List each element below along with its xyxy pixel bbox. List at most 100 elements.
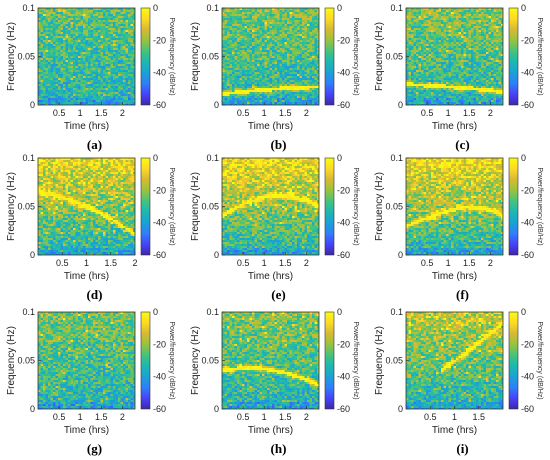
x-axis-label: Time (hrs): [432, 121, 477, 132]
colorbar: [140, 7, 151, 106]
heatmap-cells: [38, 312, 135, 409]
heatmap-cells: [38, 8, 135, 105]
spectrogram-panel-a: 0.5 1 1.5 2 0 0.05 0.1 Time (hrs) Frequency (Hz)…: [6, 3, 175, 152]
y-tick-label: 0.05: [385, 202, 403, 212]
y-tick-label: 0.05: [17, 52, 35, 62]
y-axis-label: Frequency (Hz): [6, 22, 17, 91]
x-axis-label: Time (hrs): [64, 121, 109, 132]
x-axis-label: Time (hrs): [248, 121, 293, 132]
colorbar-tick-label: 0: [521, 153, 526, 163]
colorbar-tick-label: -40: [153, 68, 166, 78]
y-tick-label: 0.1: [390, 307, 403, 317]
colorbar-tick-label: 0: [521, 3, 526, 13]
colorbar-label: Power/frequency (dB/Hz): [536, 321, 543, 399]
x-tick-label: 1: [452, 412, 457, 422]
colorbar-tick-label: -20: [521, 185, 534, 195]
x-tick-label: 2: [304, 412, 309, 422]
colorbar-tick-label: -20: [153, 35, 166, 45]
colorbar-label: Power/frequency (dB/Hz): [168, 17, 175, 95]
colorbar-tick-label: -60: [337, 404, 350, 414]
x-tick-label: 0.5: [421, 108, 434, 118]
x-tick-label: 1: [446, 258, 451, 268]
colorbar-tick-label: -60: [153, 100, 166, 110]
y-tick-label: 0: [30, 100, 35, 110]
y-tick-label: 0.05: [385, 52, 403, 62]
colorbar-tick-label: -20: [521, 339, 534, 349]
y-tick-label: 0: [214, 404, 219, 414]
x-tick-label: 1.5: [279, 108, 292, 118]
x-tick-label: 2: [304, 258, 309, 268]
x-axis-label: Time (hrs): [432, 425, 477, 436]
x-tick-label: 2: [132, 258, 137, 268]
x-tick-label: 0.5: [237, 412, 250, 422]
panel-caption: (c): [455, 137, 469, 152]
colorbar-tick-label: -40: [337, 68, 350, 78]
colorbar-tick-label: -60: [153, 404, 166, 414]
colorbar-tick-label: -60: [521, 100, 534, 110]
panel-caption: (b): [271, 137, 287, 152]
y-tick-label: 0.1: [206, 153, 219, 163]
panel-caption: (d): [87, 287, 103, 302]
spectrogram-panel-d: 0.5 1 1.5 2 0 0.05 0.1 Time (hrs) Frequency (Hz)…: [6, 153, 175, 302]
colorbar: [508, 7, 519, 106]
panel-caption: (f): [456, 287, 469, 302]
heatmap-cells: [406, 158, 503, 255]
y-tick-label: 0.05: [201, 356, 219, 366]
x-tick-label: 1: [78, 412, 83, 422]
spectrogram-panel-b: 0.5 1 1.5 2 0 0.05 0.1 Time (hrs) Frequency (Hz)…: [190, 3, 359, 152]
y-tick-label: 0: [398, 250, 403, 260]
colorbar-tick-label: 0: [337, 153, 342, 163]
colorbar: [324, 157, 335, 256]
spectrogram-panel-f: 0.5 1 1.5 2 0 0.05 0.1 Time (hrs) Frequency (Hz)…: [374, 153, 543, 302]
colorbar: [140, 157, 151, 256]
spectrogram-panel-h: 0.5 1 1.5 2 0 0.05 0.1 Time (hrs) Frequency (Hz)…: [190, 307, 359, 456]
colorbar-tick-label: -60: [337, 100, 350, 110]
colorbar-label: Power/frequency (dB/Hz): [352, 321, 359, 399]
colorbar-tick-label: -20: [337, 35, 350, 45]
colorbar: [324, 311, 335, 410]
y-axis-label: Frequency (Hz): [190, 172, 201, 241]
colorbar-tick-label: -40: [153, 372, 166, 382]
x-axis-label: Time (hrs): [432, 271, 477, 282]
colorbar-label: Power/frequency (dB/Hz): [352, 17, 359, 95]
x-tick-label: 1.5: [95, 412, 108, 422]
panel-caption: (i): [456, 441, 468, 456]
colorbar-tick-label: 0: [521, 307, 526, 317]
colorbar-tick-label: -40: [153, 218, 166, 228]
colorbar-tick-label: -20: [153, 185, 166, 195]
colorbar-tick-label: -20: [153, 339, 166, 349]
y-tick-label: 0.1: [22, 153, 35, 163]
colorbar-tick-label: 0: [337, 3, 342, 13]
x-axis-label: Time (hrs): [64, 425, 109, 436]
x-tick-label: 1.5: [472, 412, 485, 422]
colorbar-tick-label: -60: [337, 250, 350, 260]
x-tick-label: 1.5: [104, 258, 117, 268]
y-tick-label: 0.1: [206, 3, 219, 13]
colorbar-tick-label: -60: [153, 250, 166, 260]
y-tick-label: 0.05: [385, 356, 403, 366]
colorbar-tick-label: -40: [337, 218, 350, 228]
y-tick-label: 0.05: [201, 52, 219, 62]
x-axis-label: Time (hrs): [248, 271, 293, 282]
panel-caption: (g): [87, 441, 102, 456]
x-tick-label: 0.5: [53, 412, 66, 422]
colorbar-tick-label: 0: [153, 3, 158, 13]
heatmap-cells: [222, 158, 319, 255]
colorbar-tick-label: 0: [153, 307, 158, 317]
colorbar-tick-label: -20: [521, 35, 534, 45]
x-tick-label: 1.5: [463, 258, 476, 268]
panel-caption: (a): [87, 137, 102, 152]
colorbar-tick-label: -20: [337, 339, 350, 349]
colorbar-label: Power/frequency (dB/Hz): [168, 167, 175, 245]
x-tick-label: 0.5: [53, 108, 66, 118]
y-tick-label: 0.1: [206, 307, 219, 317]
x-tick-label: 0.5: [56, 258, 69, 268]
colorbar-tick-label: 0: [337, 307, 342, 317]
colorbar-tick-label: -60: [521, 404, 534, 414]
heatmap-cells: [406, 8, 503, 105]
colorbar-label: Power/frequency (dB/Hz): [168, 321, 175, 399]
colorbar-tick-label: -20: [337, 185, 350, 195]
heatmap-cells: [222, 8, 319, 105]
x-tick-label: 0.5: [424, 412, 437, 422]
